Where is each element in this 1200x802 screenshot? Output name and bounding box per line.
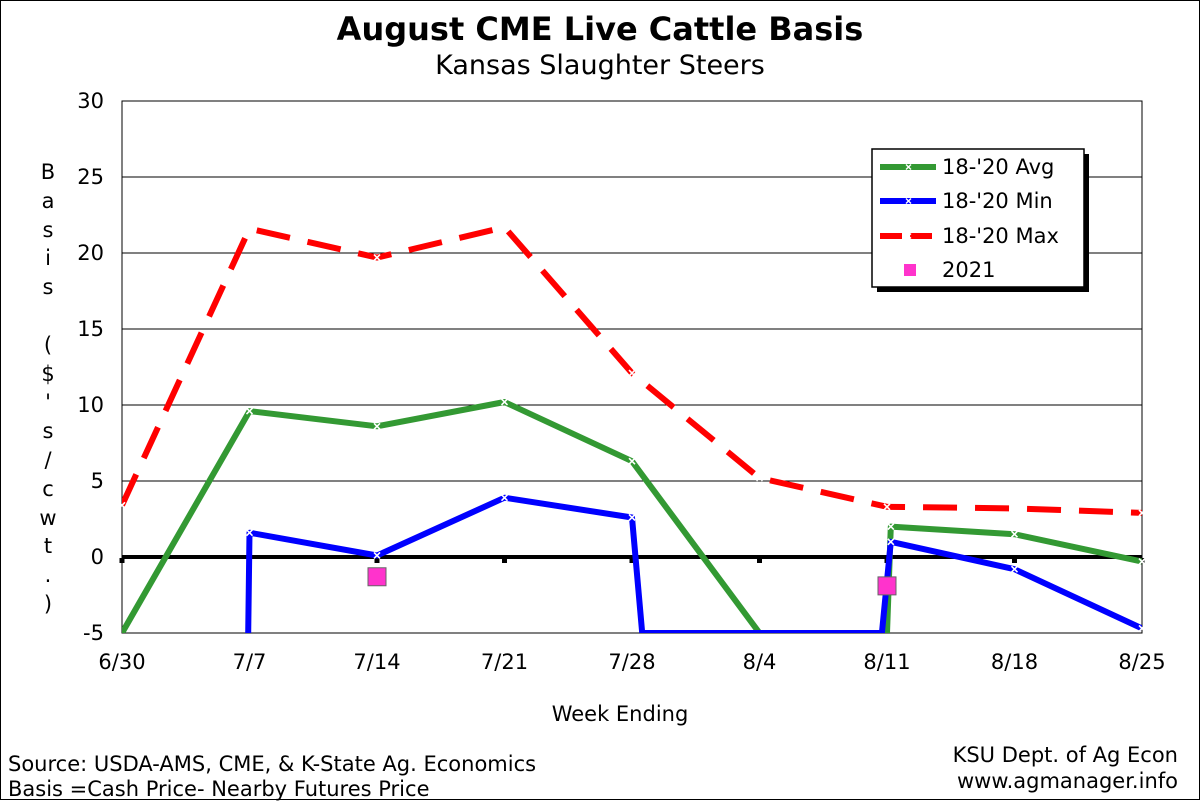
y-axis-label-char: w bbox=[39, 505, 57, 530]
series-point-marker bbox=[118, 501, 126, 509]
chart-title: August CME Live Cattle Basis bbox=[336, 10, 864, 48]
series-point-marker bbox=[628, 369, 636, 377]
series-point-marker bbox=[1138, 509, 1146, 517]
legend-marker bbox=[905, 233, 912, 239]
x-tick-label: 7/7 bbox=[233, 650, 267, 674]
legend-marker bbox=[905, 198, 912, 204]
series-line-1 bbox=[245, 494, 1142, 633]
series-point-marker bbox=[883, 503, 891, 511]
x-axis-label: Week Ending bbox=[551, 702, 689, 726]
credit-note: KSU Dept. of Ag Econ www.agmanager.info bbox=[953, 742, 1178, 794]
series-point-marker bbox=[373, 422, 381, 430]
y-tick-label: 10 bbox=[77, 393, 104, 417]
y-tick-label: -5 bbox=[83, 621, 104, 645]
x-tick-label: 8/4 bbox=[743, 650, 777, 674]
credit-line-2: www.agmanager.info bbox=[957, 769, 1178, 793]
series-point-marker bbox=[373, 253, 381, 262]
y-axis-label-char: . bbox=[44, 563, 52, 588]
series-point-marker bbox=[1010, 565, 1019, 573]
source-note: Source: USDA-AMS, CME, & K-State Ag. Eco… bbox=[8, 752, 536, 802]
series-point-marker bbox=[1010, 530, 1019, 538]
x-tick-mark bbox=[1012, 558, 1017, 563]
y-tick-label: 30 bbox=[77, 89, 104, 113]
y-axis-label-char: s bbox=[42, 217, 54, 242]
x-tick-label: 8/11 bbox=[863, 650, 910, 674]
data-point-2021 bbox=[367, 567, 387, 587]
series-point-marker bbox=[245, 529, 254, 537]
data-point-2021 bbox=[877, 576, 897, 596]
series-point-marker bbox=[500, 223, 509, 231]
series-line-0 bbox=[122, 399, 1142, 633]
x-tick-mark bbox=[119, 558, 125, 563]
series-point-marker bbox=[628, 513, 636, 522]
y-tick-label: 5 bbox=[91, 469, 104, 493]
y-axis-label-char: a bbox=[41, 188, 55, 213]
legend-marker-2021 bbox=[904, 264, 916, 276]
y-axis-label-char: B bbox=[40, 160, 56, 184]
series-point-marker bbox=[245, 225, 254, 233]
y-axis-label-char: ) bbox=[43, 591, 53, 616]
x-tick-label: 7/28 bbox=[608, 650, 655, 674]
x-tick-label: 8/18 bbox=[991, 650, 1038, 674]
y-tick-label: 15 bbox=[77, 317, 104, 341]
legend-label: 18-'20 Avg bbox=[942, 155, 1054, 179]
y-tick-label: 25 bbox=[77, 165, 104, 189]
y-axis-label-char: c bbox=[42, 476, 54, 501]
legend-label: 18-'20 Max bbox=[942, 224, 1059, 248]
series-point-marker bbox=[887, 538, 895, 546]
y-tick-label: 20 bbox=[77, 241, 104, 265]
series-point-marker bbox=[755, 474, 764, 482]
y-axis-label-char: ( bbox=[43, 332, 53, 357]
y-axis-label-char: s bbox=[42, 419, 54, 444]
y-axis-label-char: i bbox=[45, 246, 51, 271]
legend-label: 2021 bbox=[942, 258, 995, 282]
x-tick-mark bbox=[374, 558, 380, 563]
legend-marker bbox=[905, 164, 912, 170]
x-tick-mark bbox=[502, 558, 507, 563]
x-tick-mark bbox=[757, 558, 762, 563]
series-point-marker bbox=[1138, 557, 1146, 566]
source-line-1: Source: USDA-AMS, CME, & K-State Ag. Eco… bbox=[8, 752, 537, 776]
x-tick-label: 8/25 bbox=[1118, 650, 1165, 674]
y-axis-label-char: t bbox=[43, 534, 53, 559]
x-tick-mark bbox=[629, 558, 635, 563]
y-axis-label-char: / bbox=[44, 447, 52, 472]
x-tick-label: 6/30 bbox=[98, 650, 145, 674]
source-line-2: Basis =Cash Price- Nearby Futures Price bbox=[8, 777, 430, 801]
y-axis-label-char: s bbox=[42, 275, 54, 300]
y-axis-label-char: ' bbox=[45, 390, 51, 415]
y-axis-label-char: $ bbox=[41, 361, 55, 386]
x-tick-label: 7/21 bbox=[481, 650, 528, 674]
legend-label: 18-'20 Min bbox=[942, 189, 1053, 213]
chart-subtitle: Kansas Slaughter Steers bbox=[435, 50, 765, 81]
series-point-marker bbox=[1010, 504, 1019, 512]
y-tick-label: 0 bbox=[91, 545, 104, 569]
series-point-marker bbox=[500, 494, 509, 502]
x-tick-label: 7/14 bbox=[353, 650, 400, 674]
series-point-marker bbox=[500, 398, 509, 406]
series-point-marker bbox=[1138, 624, 1146, 633]
credit-line-1: KSU Dept. of Ag Econ bbox=[952, 743, 1178, 767]
series-point-marker bbox=[245, 407, 254, 415]
series-point-marker bbox=[628, 457, 636, 465]
series-point-marker bbox=[373, 551, 381, 560]
series-point-marker bbox=[887, 523, 895, 531]
plot-border bbox=[121, 100, 1143, 634]
